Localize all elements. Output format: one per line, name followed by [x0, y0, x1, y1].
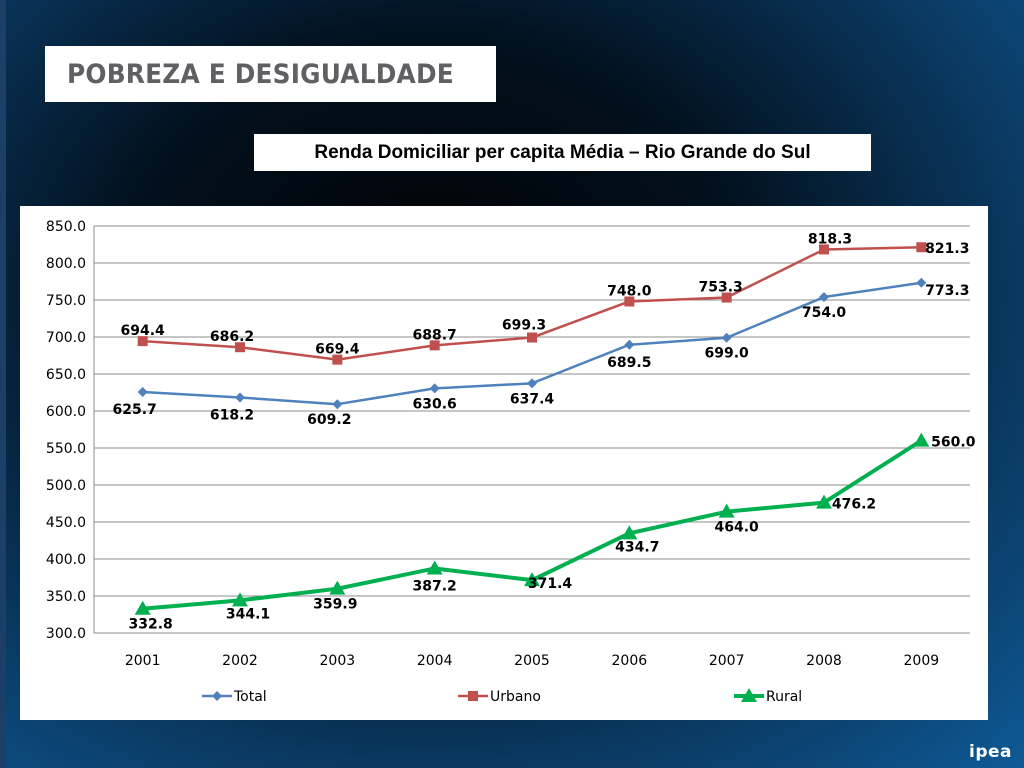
data-point-total	[916, 277, 927, 288]
data-point-rural	[232, 592, 248, 607]
data-label: 476.2	[832, 497, 876, 513]
y-tick-label: 400.0	[46, 552, 86, 568]
legend-label-rural: Rural	[766, 689, 802, 705]
header-banner: POBREZA E DESIGUALDADE	[45, 46, 496, 102]
x-tick-label: 2001	[125, 653, 161, 669]
data-point-urbano	[916, 242, 927, 253]
data-point-urbano	[332, 354, 343, 365]
data-label: 637.4	[510, 391, 555, 407]
data-point-rural	[329, 580, 346, 595]
y-tick-label: 450.0	[46, 515, 86, 531]
x-tick-label: 2008	[806, 653, 842, 669]
y-tick-label: 850.0	[46, 219, 86, 235]
y-tick-label: 700.0	[46, 330, 86, 346]
data-label: 560.0	[931, 435, 976, 451]
ipea-logo: ipea	[969, 742, 1012, 762]
data-point-rural	[913, 432, 930, 447]
data-label: 464.0	[715, 520, 760, 536]
data-point-rural	[621, 525, 638, 540]
data-point-rural	[718, 503, 735, 518]
data-label: 748.0	[607, 283, 652, 299]
y-tick-label: 800.0	[46, 256, 86, 272]
x-tick-label: 2007	[709, 653, 745, 669]
series-line-urbano	[142, 245, 922, 361]
data-point-urbano	[527, 332, 537, 343]
data-label: 689.5	[607, 355, 651, 371]
data-point-urbano	[819, 244, 829, 255]
y-tick-label: 300.0	[46, 626, 86, 642]
data-label: 773.3	[925, 283, 969, 299]
data-point-urbano	[137, 336, 148, 347]
y-tick-label: 350.0	[46, 589, 86, 605]
y-tick-label: 750.0	[46, 293, 86, 309]
x-tick-label: 2004	[417, 653, 453, 669]
data-label: 630.6	[413, 396, 457, 412]
data-point-urbano	[721, 292, 732, 303]
data-point-total	[819, 292, 829, 303]
line-chart: 300.0 350.0 400.0 450.0 500.0 550.0 600.0 650.0…	[46, 219, 976, 705]
data-point-total	[429, 383, 440, 394]
data-point-total	[721, 332, 732, 343]
data-label: 371.4	[528, 576, 573, 592]
legend-label-total: Total	[233, 689, 267, 705]
data-label: 434.7	[615, 539, 659, 555]
legend-marker-rural	[741, 688, 757, 702]
y-tick-label: 550.0	[46, 441, 86, 457]
x-tick-label: 2005	[514, 653, 550, 669]
data-point-total	[624, 339, 635, 350]
legend-label-urbano: Urbano	[490, 689, 541, 705]
y-tick-label: 500.0	[46, 478, 86, 494]
chart-title: Renda Domiciliar per capita Média – Rio …	[314, 141, 811, 163]
data-point-rural	[134, 600, 151, 615]
data-label: 359.9	[313, 597, 357, 613]
data-label: 699.0	[705, 346, 750, 362]
data-label: 753.3	[699, 280, 743, 296]
data-point-urbano	[429, 340, 440, 351]
data-point-rural	[426, 560, 443, 575]
x-tick-label: 2003	[320, 653, 356, 669]
y-tick-label: 650.0	[46, 367, 86, 383]
data-label: 625.7	[113, 402, 157, 418]
chart-title-box: Renda Domiciliar per capita Média – Rio …	[254, 134, 871, 171]
x-tick-label: 2006	[612, 653, 648, 669]
data-label: 344.1	[226, 606, 270, 622]
data-point-total	[527, 378, 537, 389]
chart-panel: 300.0 350.0 400.0 450.0 500.0 550.0 600.0 650.0…	[20, 206, 988, 720]
data-point-total	[332, 399, 343, 410]
data-point-total	[137, 386, 148, 397]
data-label: 618.2	[210, 408, 254, 424]
page-title: POBREZA E DESIGUALDADE	[67, 58, 454, 90]
legend-marker-urbano	[468, 691, 478, 701]
data-label: 818.3	[808, 231, 852, 247]
data-label: 754.0	[802, 305, 847, 321]
data-point-rural	[816, 494, 832, 509]
data-label: 686.2	[210, 329, 254, 345]
data-point-total	[235, 392, 245, 403]
data-label: 694.4	[121, 323, 166, 339]
y-tick-label: 600.0	[46, 404, 86, 420]
legend-marker-total	[212, 691, 222, 701]
left-accent-bar	[0, 0, 6, 768]
data-point-urbano	[624, 296, 635, 307]
data-label: 699.3	[502, 318, 546, 334]
data-point-rural	[524, 572, 540, 587]
data-label: 387.2	[413, 578, 457, 594]
data-label: 688.7	[413, 327, 457, 343]
data-label: 609.2	[307, 412, 351, 428]
data-label: 669.4	[315, 342, 360, 358]
x-tick-label: 2009	[904, 653, 940, 669]
data-label: 821.3	[925, 241, 969, 257]
x-tick-label: 2002	[222, 653, 258, 669]
data-label: 332.8	[129, 617, 173, 633]
data-point-urbano	[235, 342, 245, 353]
